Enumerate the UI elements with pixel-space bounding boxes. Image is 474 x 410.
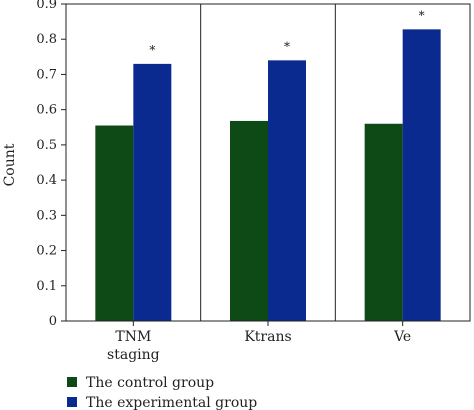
legend-label: The experimental group: [86, 395, 257, 410]
x-tick-label: TNM staging: [107, 329, 160, 363]
significance-star: *: [419, 8, 425, 22]
bar-control: [230, 120, 268, 321]
y-tick-label: 0.1: [36, 279, 57, 294]
x-tick-label-line: Ve: [393, 329, 411, 345]
y-tick-label: 0.9: [36, 0, 57, 12]
legend-label: The control group: [86, 375, 214, 391]
legend: The control group The experimental group: [67, 375, 257, 410]
bar-control: [364, 123, 403, 321]
significance-annotations: * * *: [149, 8, 424, 57]
y-tick-label: 0.3: [36, 208, 57, 223]
bar-experimental: [133, 63, 172, 321]
y-tick-label: 0.6: [36, 103, 57, 118]
y-tick-label: 0.4: [36, 173, 57, 188]
y-axis-label: Count: [2, 143, 18, 186]
significance-star: *: [284, 39, 290, 53]
legend-swatch: [67, 397, 77, 407]
y-tick-label: 0: [49, 314, 57, 329]
bars: [95, 29, 441, 322]
x-tick-label-line: staging: [107, 347, 160, 363]
legend-swatch: [67, 377, 77, 387]
y-tick-label: 0.8: [36, 32, 57, 47]
bar-experimental: [268, 60, 306, 321]
x-tick-label: Ktrans: [244, 329, 291, 345]
bar-control: [95, 125, 134, 322]
y-axis: 0 0.1 0.2 0.3 0.4 0.5 0.6 0.7 0.8 0.9: [36, 0, 66, 329]
bar-experimental: [402, 29, 441, 322]
x-axis: TNM staging Ktrans Ve: [107, 321, 411, 363]
y-tick-label: 0.7: [36, 67, 57, 82]
x-tick-label: Ve: [393, 329, 411, 345]
y-tick-label: 0.2: [36, 244, 57, 259]
y-tick-label: 0.5: [36, 138, 57, 153]
x-tick-label-line: Ktrans: [244, 329, 291, 345]
significance-star: *: [149, 43, 155, 57]
x-tick-label-line: TNM: [115, 329, 151, 345]
